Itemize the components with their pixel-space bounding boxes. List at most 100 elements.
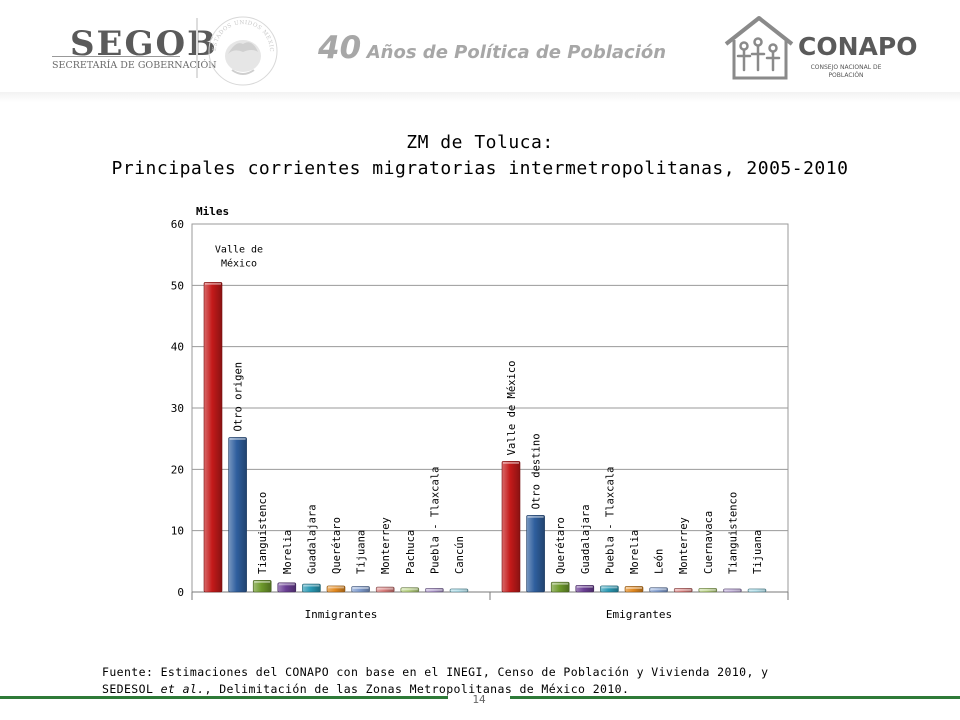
bar-highlight bbox=[328, 586, 344, 589]
bar-label: Puebla - Tlaxcala bbox=[604, 467, 616, 574]
source-line1: Fuente: Estimaciones del CONAPO con base… bbox=[102, 665, 769, 679]
bar bbox=[326, 585, 346, 593]
bar bbox=[575, 584, 595, 593]
bar-label: Valle de México bbox=[215, 244, 263, 269]
bar bbox=[649, 587, 668, 593]
bar bbox=[550, 581, 570, 593]
page-number: 14 bbox=[472, 693, 486, 706]
bar bbox=[252, 580, 272, 593]
header: SEGOB SECRETARÍA DE GOBERNACIÓN ESTADOS … bbox=[0, 0, 960, 102]
bar-highlight bbox=[401, 588, 418, 591]
bar bbox=[449, 588, 469, 593]
bar-label: Cuernavaca bbox=[703, 511, 715, 574]
bar bbox=[203, 281, 223, 593]
bar bbox=[277, 582, 297, 593]
bar-highlight bbox=[527, 515, 544, 518]
segob-divider bbox=[52, 56, 180, 57]
bar-label: Monterrey bbox=[380, 517, 392, 574]
bar bbox=[302, 583, 321, 593]
bar bbox=[425, 588, 444, 593]
bar-highlight bbox=[552, 582, 569, 585]
bar-highlight bbox=[426, 588, 443, 591]
chart-title-line2: Principales corrientes migratorias inter… bbox=[111, 158, 849, 179]
source-line2-italic: et al. bbox=[160, 682, 205, 696]
source-line2: SEDESOL et al., Delimitación de las Zona… bbox=[102, 681, 882, 698]
source-line2-post: , Delimitación de las Zonas Metropolitan… bbox=[204, 682, 630, 696]
bar bbox=[673, 588, 693, 593]
bar-label: Querétaro bbox=[555, 517, 567, 574]
bar bbox=[747, 588, 767, 593]
bar-label: Otro origen bbox=[233, 362, 245, 432]
bar bbox=[600, 585, 619, 593]
bar-label: Otro destino bbox=[531, 433, 543, 509]
bar-highlight bbox=[576, 585, 593, 588]
bar-highlight bbox=[675, 588, 692, 591]
conapo-subtitle: CONSEJO NACIONAL DE POBLACIÓN bbox=[810, 64, 882, 79]
bar-label: Guadalajara bbox=[306, 504, 318, 574]
conapo-house-icon bbox=[724, 16, 794, 80]
bar-label: Puebla - Tlaxcala bbox=[429, 467, 441, 574]
bar bbox=[723, 588, 742, 593]
tagline: 40 Años de Política de Población bbox=[318, 30, 666, 66]
bar-highlight bbox=[451, 589, 467, 592]
bar-highlight bbox=[303, 584, 320, 587]
y-tick-label: 50 bbox=[171, 279, 184, 292]
bar-highlight bbox=[205, 282, 221, 285]
bar bbox=[501, 461, 521, 593]
y-tick-label: 40 bbox=[171, 341, 184, 354]
source-note: Fuente: Estimaciones del CONAPO con base… bbox=[102, 664, 882, 698]
bar-label: Querétaro bbox=[331, 517, 343, 574]
bar-label: Tijuana bbox=[752, 530, 764, 574]
y-tick-label: 20 bbox=[171, 463, 184, 476]
bar-highlight bbox=[503, 461, 519, 464]
conapo-logo-text: CONAPO bbox=[798, 32, 918, 61]
y-tick-label: 30 bbox=[171, 402, 184, 415]
bar-highlight bbox=[650, 588, 667, 591]
bar-highlight bbox=[278, 583, 295, 586]
bar-label: León bbox=[654, 549, 666, 574]
tagline-number: 40 bbox=[318, 30, 362, 66]
mexican-seal-icon: ESTADOS UNIDOS MEXICANOS bbox=[206, 14, 278, 86]
bar-label: Morelia bbox=[629, 530, 641, 574]
bar-highlight bbox=[254, 580, 271, 583]
y-unit-label: Miles bbox=[196, 205, 229, 218]
segob-logo-text: SEGOB bbox=[70, 24, 218, 64]
tagline-text: Años de Política de Población bbox=[366, 42, 667, 63]
bar bbox=[351, 586, 370, 593]
chart-title: ZM de Toluca: Principales corrientes mig… bbox=[0, 130, 960, 182]
bar-label: Pachuca bbox=[405, 530, 417, 574]
header-separator bbox=[196, 18, 198, 78]
bar bbox=[228, 437, 247, 593]
bar-highlight bbox=[229, 437, 246, 440]
bar-label: Tijuana bbox=[356, 530, 368, 574]
y-tick-label: 10 bbox=[171, 525, 184, 538]
y-tick-label: 0 bbox=[177, 586, 184, 599]
bar-highlight bbox=[352, 586, 369, 589]
bar-highlight bbox=[724, 589, 741, 592]
bar-highlight bbox=[626, 586, 642, 589]
bar-label: Guadalajara bbox=[580, 504, 592, 574]
bar bbox=[698, 588, 718, 593]
bar bbox=[400, 587, 420, 593]
bar-highlight bbox=[699, 588, 716, 591]
bar-highlight bbox=[749, 589, 765, 592]
bar-label: Cancún bbox=[454, 536, 466, 574]
bar-highlight bbox=[377, 587, 394, 590]
chart-title-line1: ZM de Toluca: bbox=[406, 132, 554, 153]
source-line2-pre: SEDESOL bbox=[102, 682, 161, 696]
bar-label: Morelia bbox=[282, 530, 294, 574]
bar-label: Tianguistenco bbox=[257, 492, 269, 574]
bar bbox=[375, 586, 395, 593]
bar-highlight bbox=[601, 586, 618, 589]
y-tick-label: 60 bbox=[171, 218, 184, 231]
bar bbox=[624, 586, 644, 593]
footer-gap bbox=[448, 694, 510, 702]
segob-subtitle: SECRETARÍA DE GOBERNACIÓN bbox=[52, 60, 217, 71]
bar-label: Tianguistenco bbox=[727, 492, 739, 574]
bar-label: Monterrey bbox=[678, 517, 690, 574]
bar-label: Valle de México bbox=[506, 361, 518, 456]
bar bbox=[526, 515, 545, 593]
x-group-label: Inmigrantes bbox=[305, 608, 378, 621]
x-group-label: Emigrantes bbox=[606, 608, 672, 621]
